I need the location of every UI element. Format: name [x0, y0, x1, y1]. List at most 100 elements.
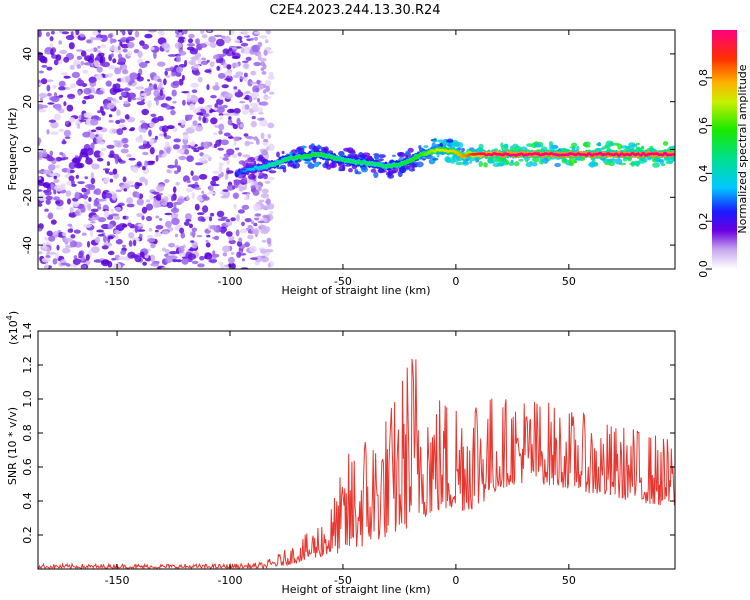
- noise-speck: [44, 51, 52, 55]
- track-halo-speck: [662, 141, 669, 146]
- noise-speck: [66, 180, 73, 186]
- noise-speck: [144, 178, 148, 186]
- noise-speck: [38, 189, 43, 192]
- track-halo-speck: [348, 168, 353, 173]
- y-tick-label: -40: [21, 236, 34, 254]
- noise-speck: [187, 184, 195, 188]
- track-halo-speck: [268, 170, 277, 174]
- noise-speck: [72, 201, 80, 208]
- track-halo-speck: [318, 145, 323, 150]
- noise-speck: [224, 78, 232, 81]
- track-halo-speck: [307, 163, 315, 169]
- noise-speck: [215, 82, 219, 86]
- noise-speck: [159, 218, 163, 221]
- noise-speck: [111, 257, 116, 261]
- noise-speck: [250, 81, 258, 85]
- noise-speck: [187, 253, 196, 260]
- noise-speck: [50, 48, 54, 56]
- noise-speck: [200, 60, 209, 65]
- noise-speck: [128, 81, 133, 86]
- noise-speck: [154, 135, 158, 140]
- noise-speck: [121, 43, 130, 49]
- track-halo-speck: [554, 162, 561, 168]
- noise-speck: [63, 156, 69, 160]
- noise-speck: [58, 40, 62, 45]
- track-halo-speck: [281, 150, 285, 155]
- noise-speck: [106, 97, 114, 101]
- noise-speck: [261, 71, 267, 75]
- noise-speck: [48, 252, 57, 255]
- noise-speck: [218, 95, 224, 101]
- noise-speck: [122, 48, 128, 53]
- noise-speck: [127, 251, 136, 259]
- noise-speck: [219, 114, 223, 121]
- noise-speck: [74, 210, 80, 216]
- noise-speck: [201, 34, 208, 39]
- noise-speck: [185, 188, 194, 193]
- track-halo-speck: [300, 145, 307, 149]
- noise-speck: [52, 258, 58, 265]
- noise-speck: [205, 242, 211, 248]
- noise-speck: [162, 247, 166, 252]
- track-halo-speck: [241, 176, 248, 183]
- noise-speck: [139, 40, 145, 46]
- noise-speck: [263, 49, 268, 56]
- noise-speck: [96, 206, 102, 210]
- noise-speck: [211, 176, 219, 182]
- track-halo-speck: [571, 142, 578, 147]
- track-halo-speck: [525, 162, 533, 168]
- noise-speck: [264, 249, 274, 253]
- noise-speck: [47, 212, 54, 220]
- noise-speck: [210, 212, 215, 217]
- noise-speck: [260, 248, 267, 254]
- noise-speck: [222, 53, 227, 57]
- noise-speck: [90, 172, 95, 180]
- noise-speck: [93, 60, 100, 68]
- noise-speck: [38, 170, 44, 174]
- noise-speck: [191, 260, 199, 265]
- noise-speck: [58, 128, 65, 132]
- noise-speck: [249, 245, 257, 253]
- noise-speck: [63, 101, 67, 106]
- noise-speck: [108, 114, 113, 118]
- noise-speck: [186, 43, 196, 47]
- noise-speck: [116, 109, 121, 116]
- noise-speck: [150, 46, 155, 51]
- track-cell: [237, 171, 242, 175]
- noise-speck: [244, 104, 250, 110]
- track-halo-speck: [515, 145, 522, 151]
- track-halo-speck: [378, 158, 384, 162]
- noise-speck: [231, 62, 239, 68]
- noise-speck: [126, 36, 135, 42]
- noise-speck: [73, 229, 81, 234]
- noise-speck: [174, 158, 178, 167]
- noise-speck: [38, 30, 42, 38]
- track-halo-speck: [258, 156, 266, 162]
- noise-speck: [122, 69, 129, 75]
- noise-speck: [153, 89, 160, 97]
- noise-speck: [86, 241, 91, 248]
- noise-speck: [139, 120, 145, 123]
- noise-speck: [232, 192, 239, 199]
- noise-speck: [85, 157, 93, 165]
- noise-speck: [233, 89, 239, 93]
- spectrogram-background: [38, 30, 675, 269]
- colorbar-tick-label: 0.8: [697, 69, 710, 87]
- noise-speck: [219, 162, 224, 167]
- noise-speck: [185, 219, 192, 222]
- noise-speck: [105, 74, 109, 78]
- noise-speck: [158, 184, 166, 187]
- noise-speck: [197, 58, 202, 65]
- noise-speck: [264, 80, 272, 88]
- noise-speck: [127, 92, 136, 99]
- colorbar-tick-label: 0.4: [697, 165, 710, 183]
- noise-speck: [174, 42, 183, 49]
- noise-speck: [241, 204, 250, 210]
- noise-speck: [107, 250, 115, 256]
- noise-speck: [212, 250, 216, 256]
- y-tick-label: 0: [21, 146, 34, 153]
- noise-speck: [193, 149, 200, 153]
- noise-speck: [128, 232, 135, 239]
- noise-speck: [247, 230, 253, 234]
